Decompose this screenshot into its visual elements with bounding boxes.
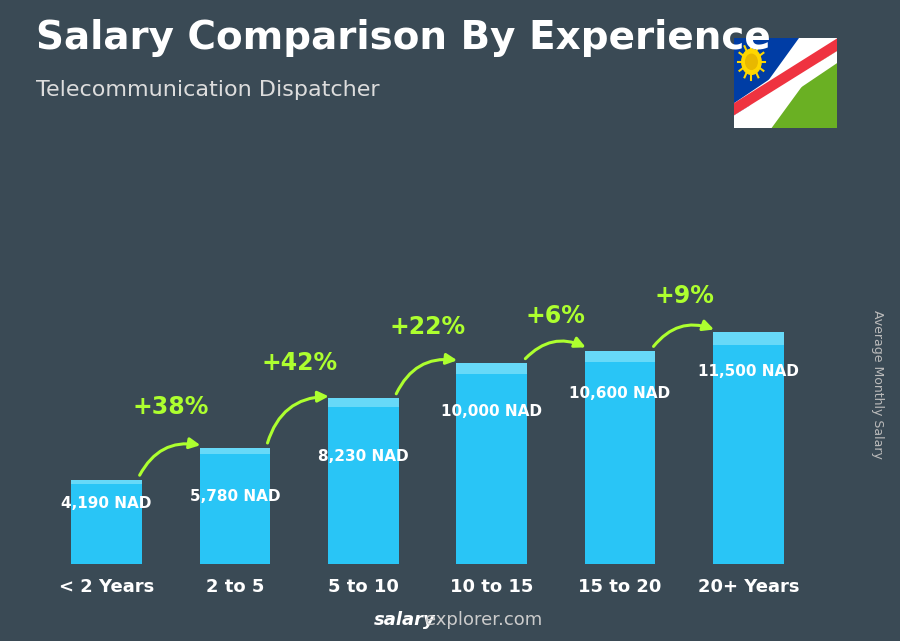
Bar (328, 398, 399, 564)
Text: +6%: +6% (526, 304, 586, 328)
Polygon shape (734, 51, 837, 128)
Text: Average Monthly Salary: Average Monthly Salary (871, 310, 884, 459)
Text: 4,190 NAD: 4,190 NAD (61, 496, 152, 511)
Bar (456, 363, 527, 564)
Circle shape (745, 54, 757, 69)
Text: +9%: +9% (654, 285, 715, 308)
Text: 10,000 NAD: 10,000 NAD (441, 404, 542, 419)
Bar (713, 333, 784, 345)
Text: 11,500 NAD: 11,500 NAD (698, 364, 799, 379)
FancyBboxPatch shape (732, 36, 839, 130)
Bar (71, 479, 142, 564)
Text: 10,600 NAD: 10,600 NAD (570, 386, 670, 401)
Text: explorer.com: explorer.com (425, 612, 542, 629)
Text: Telecommunication Dispatcher: Telecommunication Dispatcher (36, 80, 380, 100)
Polygon shape (734, 38, 837, 128)
Bar (200, 447, 270, 454)
Text: salary: salary (374, 612, 436, 629)
Bar (585, 351, 655, 564)
Bar (456, 363, 527, 374)
Bar (585, 351, 655, 362)
Bar (328, 398, 399, 408)
Bar (71, 479, 142, 485)
Text: +38%: +38% (132, 395, 209, 419)
Text: +22%: +22% (390, 315, 465, 338)
Polygon shape (771, 38, 837, 128)
Circle shape (742, 49, 761, 74)
Bar (200, 447, 270, 564)
Polygon shape (734, 38, 837, 115)
Text: 8,230 NAD: 8,230 NAD (318, 449, 409, 464)
Polygon shape (734, 38, 799, 128)
Bar (713, 333, 784, 564)
Text: +42%: +42% (261, 351, 338, 375)
Text: 5,780 NAD: 5,780 NAD (190, 489, 280, 504)
Text: Salary Comparison By Experience: Salary Comparison By Experience (36, 19, 770, 57)
